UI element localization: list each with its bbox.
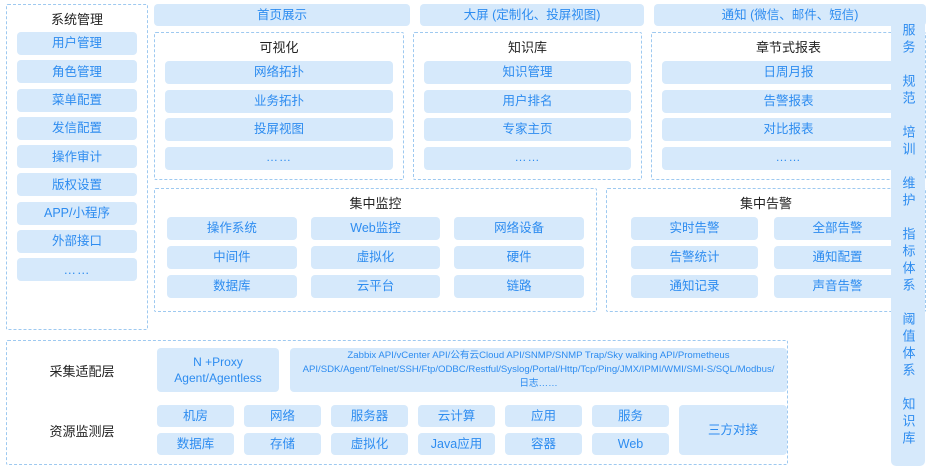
sidebar-item-external-interface[interactable]: 外部接口	[17, 230, 137, 254]
rail-item-knowledge-base[interactable]: 知识库	[900, 397, 916, 448]
resource-items-grid: 机房 网络 服务器 云计算 应用 服务 数据库 存储 虚拟化 Java应用 容器…	[157, 405, 669, 456]
visualization-item-network-topology[interactable]: 网络拓扑	[165, 61, 393, 84]
alerting-items-grid: 实时告警 全部告警 告警统计 通知配置 通知记录 声音告警	[619, 217, 913, 298]
report-item-alarm-report[interactable]: 告警报表	[662, 89, 915, 113]
centralized-alerting-title: 集中告警	[739, 196, 792, 211]
monitoring-item-cloud-platform[interactable]: 云平台	[310, 275, 441, 298]
monitoring-alerting-row: 集中监控 操作系统 Web监控 网络设备 中间件 虚拟化 硬件 数据库 云平台 …	[154, 188, 926, 312]
monitoring-item-hardware[interactable]: 硬件	[454, 246, 584, 269]
protocol-api-list[interactable]: Zabbix API/vCenter API/公有云Cloud API/SNMP…	[290, 348, 787, 393]
resource-item-web[interactable]: Web	[592, 433, 669, 456]
resource-monitoring-label: 资源监测层	[49, 423, 115, 439]
rail-item-maintenance[interactable]: 维护	[900, 176, 916, 210]
resource-item-service[interactable]: 服务	[592, 405, 669, 428]
visualization-item-business-topology[interactable]: 业务拓扑	[165, 89, 393, 113]
report-item-more[interactable]: ……	[662, 146, 915, 170]
monitoring-item-os[interactable]: 操作系统	[167, 217, 297, 240]
entry-notification[interactable]: 通知 (微信、邮件、短信)	[654, 4, 926, 26]
rail-item-threshold-system[interactable]: 阈值体系	[900, 312, 916, 380]
visualization-item-screen-view[interactable]: 投屏视图	[165, 118, 393, 141]
resource-item-java-application[interactable]: Java应用	[418, 433, 495, 456]
alerting-item-notification-record[interactable]: 通知记录	[631, 275, 758, 298]
centralized-monitoring-title: 集中监控	[349, 196, 402, 211]
collection-adaptation-label: 采集适配层	[49, 363, 115, 379]
visualization-panel: 可视化 网络拓扑 业务拓扑 投屏视图 ……	[154, 32, 404, 180]
sidebar-item-mail-config[interactable]: 发信配置	[17, 116, 137, 140]
top-entry-strip: 首页展示 大屏 (定制化、投屏视图) 通知 (微信、邮件、短信)	[154, 4, 926, 26]
system-management-panel: 系统管理 用户管理 角色管理 菜单配置 发信配置 操作审计 版权设置 APP/小…	[6, 4, 148, 330]
monitoring-item-virtualization[interactable]: 虚拟化	[310, 246, 441, 269]
sidebar-item-more[interactable]: ……	[17, 258, 137, 282]
third-party-integration-box[interactable]: 三方对接	[679, 405, 787, 456]
alerting-item-notification-config[interactable]: 通知配置	[774, 246, 901, 269]
knowledge-base-title: 知识库	[507, 40, 547, 55]
rail-item-metric-system[interactable]: 指标体系	[900, 227, 916, 295]
centralized-monitoring-panel: 集中监控 操作系统 Web监控 网络设备 中间件 虚拟化 硬件 数据库 云平台 …	[154, 188, 597, 312]
entry-big-screen[interactable]: 大屏 (定制化、投屏视图)	[420, 4, 644, 26]
resource-item-cloud-computing[interactable]: 云计算	[418, 405, 495, 428]
resource-item-database[interactable]: 数据库	[157, 433, 234, 456]
resource-item-storage[interactable]: 存储	[244, 433, 321, 456]
resource-item-virtualization[interactable]: 虚拟化	[331, 433, 408, 456]
report-title: 章节式报表	[755, 40, 821, 55]
knowledge-base-panel: 知识库 知识管理 用户排名 专家主页 ……	[413, 32, 642, 180]
monitoring-items-grid: 操作系统 Web监控 网络设备 中间件 虚拟化 硬件 数据库 云平台 链路	[167, 217, 584, 298]
knowledge-item-expert-homepage[interactable]: 专家主页	[424, 118, 631, 141]
alerting-item-sound-alarm[interactable]: 声音告警	[774, 275, 901, 298]
center-region: 首页展示 大屏 (定制化、投屏视图) 通知 (微信、邮件、短信) 可视化 网络拓…	[154, 4, 926, 466]
feature-panels-row: 可视化 网络拓扑 业务拓扑 投屏视图 …… 知识库 知识管理 用户排名 专家主页…	[154, 32, 926, 180]
monitoring-item-database[interactable]: 数据库	[167, 275, 297, 298]
centralized-alerting-panel: 集中告警 实时告警 全部告警 告警统计 通知配置 通知记录 声音告警	[606, 188, 926, 312]
resource-item-application[interactable]: 应用	[505, 405, 582, 428]
proxy-line-1: N +Proxy	[193, 354, 243, 369]
entry-home-display[interactable]: 首页展示	[154, 4, 410, 26]
sidebar-item-copyright-settings[interactable]: 版权设置	[17, 173, 137, 197]
right-vertical-rail: 服务 规范 培训 维护 指标体系 阈值体系 知识库	[891, 5, 925, 466]
resource-item-server[interactable]: 服务器	[331, 405, 408, 428]
sidebar-item-app-miniprogram[interactable]: APP/小程序	[17, 201, 137, 225]
rail-item-standard[interactable]: 规范	[900, 74, 916, 108]
rail-item-service[interactable]: 服务	[900, 23, 916, 57]
sidebar-item-operation-audit[interactable]: 操作审计	[17, 145, 137, 169]
resource-item-container[interactable]: 容器	[505, 433, 582, 456]
collection-adaptation-body: N +Proxy Agent/Agentless Zabbix API/vCen…	[157, 348, 787, 393]
resource-monitoring-layer: 资源监测层 机房 网络 服务器 云计算 应用 服务 数据库 存储 虚拟化 Jav…	[7, 402, 787, 458]
monitoring-item-middleware[interactable]: 中间件	[167, 246, 297, 269]
report-item-daily-weekly-monthly[interactable]: 日周月报	[662, 61, 915, 84]
system-management-title: 系统管理	[50, 12, 103, 27]
alerting-item-alarm-statistics[interactable]: 告警统计	[631, 246, 758, 269]
monitoring-item-web[interactable]: Web监控	[310, 217, 441, 240]
rail-item-training[interactable]: 培训	[900, 125, 916, 159]
monitoring-item-link[interactable]: 链路	[454, 275, 584, 298]
knowledge-item-user-ranking[interactable]: 用户排名	[424, 89, 631, 113]
report-panel: 章节式报表 日周月报 告警报表 对比报表 ……	[651, 32, 926, 180]
sidebar-item-role-management[interactable]: 角色管理	[17, 60, 137, 84]
report-item-comparison-report[interactable]: 对比报表	[662, 118, 915, 141]
knowledge-item-knowledge-management[interactable]: 知识管理	[424, 61, 631, 84]
proxy-agent-box[interactable]: N +Proxy Agent/Agentless	[157, 348, 279, 393]
resource-item-network[interactable]: 网络	[244, 405, 321, 428]
monitoring-item-network-device[interactable]: 网络设备	[454, 217, 584, 240]
sidebar-item-user-management[interactable]: 用户管理	[17, 32, 137, 55]
proxy-line-2: Agent/Agentless	[174, 371, 262, 386]
alerting-item-all-alarm[interactable]: 全部告警	[774, 217, 901, 240]
sidebar-item-menu-config[interactable]: 菜单配置	[17, 88, 137, 112]
alerting-item-realtime-alarm[interactable]: 实时告警	[631, 217, 758, 240]
visualization-title: 可视化	[259, 40, 299, 55]
collection-adaptation-layer: 采集适配层 N +Proxy Agent/Agentless Zabbix AP…	[7, 347, 787, 393]
knowledge-item-more[interactable]: ……	[424, 146, 631, 170]
visualization-item-more[interactable]: ……	[165, 146, 393, 170]
bottom-layers-panel: 采集适配层 N +Proxy Agent/Agentless Zabbix AP…	[6, 340, 788, 465]
resource-item-data-center[interactable]: 机房	[157, 405, 234, 428]
resource-monitoring-body: 机房 网络 服务器 云计算 应用 服务 数据库 存储 虚拟化 Java应用 容器…	[157, 405, 787, 456]
